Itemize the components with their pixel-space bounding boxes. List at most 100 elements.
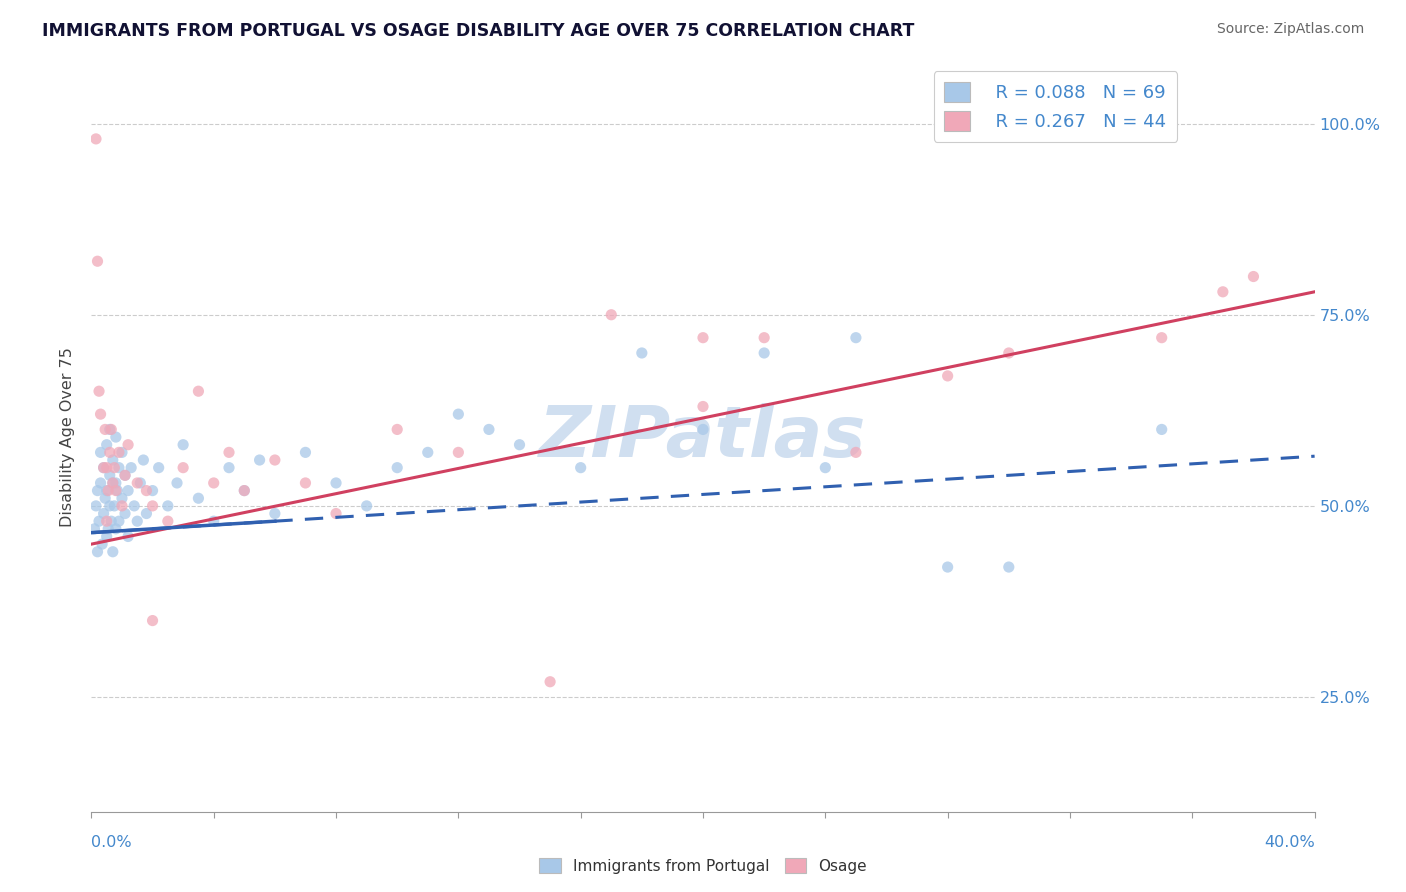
Point: [447, 407, 470, 421]
Point: [114, 468, 136, 483]
Point: [114, 507, 136, 521]
Point: [108, 460, 131, 475]
Point: [166, 475, 188, 490]
Point: [103, 460, 125, 475]
Point: [100, 422, 122, 436]
Point: [187, 384, 209, 399]
Point: [101, 475, 124, 490]
Point: [98, 468, 121, 483]
Point: [447, 445, 470, 459]
Point: [104, 475, 127, 490]
Point: [569, 460, 592, 475]
Text: Source: ZipAtlas.com: Source: ZipAtlas.com: [1216, 22, 1364, 37]
Point: [96, 514, 118, 528]
Point: [86, 545, 108, 559]
Point: [90, 475, 112, 490]
Point: [936, 560, 959, 574]
Point: [385, 460, 409, 475]
Point: [108, 445, 131, 459]
Point: [96, 460, 118, 475]
Y-axis label: Disability Age Over 75: Disability Age Over 75: [60, 347, 76, 527]
Point: [94, 491, 117, 506]
Point: [294, 445, 316, 459]
Point: [96, 529, 118, 543]
Point: [86, 254, 108, 268]
Point: [93, 460, 115, 475]
Text: IMMIGRANTS FROM PORTUGAL VS OSAGE DISABILITY AGE OVER 75 CORRELATION CHART: IMMIGRANTS FROM PORTUGAL VS OSAGE DISABI…: [42, 22, 914, 40]
Point: [814, 460, 837, 475]
Legend:   R = 0.088   N = 69,   R = 0.267   N = 44: R = 0.088 N = 69, R = 0.267 N = 44: [934, 71, 1177, 142]
Point: [87, 384, 110, 399]
Point: [754, 346, 776, 360]
Point: [98, 422, 121, 436]
Point: [87, 514, 110, 528]
Point: [385, 422, 409, 436]
Point: [84, 499, 107, 513]
Point: [148, 460, 170, 475]
Point: [94, 422, 117, 436]
Point: [631, 346, 654, 360]
Point: [156, 514, 179, 528]
Point: [218, 460, 240, 475]
Point: [117, 438, 139, 452]
Point: [845, 331, 868, 345]
Point: [845, 445, 868, 459]
Point: [692, 400, 714, 414]
Point: [111, 491, 134, 506]
Point: [249, 453, 271, 467]
Point: [114, 468, 136, 483]
Point: [97, 483, 120, 498]
Point: [111, 499, 134, 513]
Point: [233, 483, 256, 498]
Text: ZIPatlas: ZIPatlas: [540, 402, 866, 472]
Point: [141, 499, 163, 513]
Point: [538, 674, 561, 689]
Point: [1212, 285, 1234, 299]
Text: 40.0%: 40.0%: [1264, 836, 1315, 850]
Point: [202, 475, 225, 490]
Point: [101, 475, 124, 490]
Point: [98, 445, 121, 459]
Point: [100, 514, 122, 528]
Point: [218, 445, 240, 459]
Point: [103, 499, 125, 513]
Point: [1150, 331, 1173, 345]
Point: [141, 614, 163, 628]
Point: [478, 422, 501, 436]
Point: [509, 438, 531, 452]
Point: [156, 499, 179, 513]
Point: [600, 308, 623, 322]
Point: [105, 483, 128, 498]
Point: [98, 499, 121, 513]
Point: [120, 460, 142, 475]
Point: [83, 522, 105, 536]
Point: [172, 460, 194, 475]
Point: [135, 507, 157, 521]
Point: [84, 132, 107, 146]
Point: [187, 491, 209, 506]
Point: [1150, 422, 1173, 436]
Point: [129, 475, 152, 490]
Point: [96, 483, 118, 498]
Point: [416, 445, 439, 459]
Point: [91, 537, 114, 551]
Point: [104, 430, 127, 444]
Point: [108, 514, 131, 528]
Point: [86, 483, 108, 498]
Point: [325, 475, 347, 490]
Point: [1243, 269, 1265, 284]
Point: [692, 331, 714, 345]
Point: [936, 368, 959, 383]
Point: [90, 445, 112, 459]
Point: [111, 445, 134, 459]
Point: [117, 529, 139, 543]
Point: [132, 453, 155, 467]
Point: [264, 507, 287, 521]
Point: [135, 483, 157, 498]
Point: [127, 475, 149, 490]
Point: [233, 483, 256, 498]
Point: [104, 483, 127, 498]
Point: [998, 560, 1021, 574]
Point: [127, 514, 149, 528]
Point: [998, 346, 1021, 360]
